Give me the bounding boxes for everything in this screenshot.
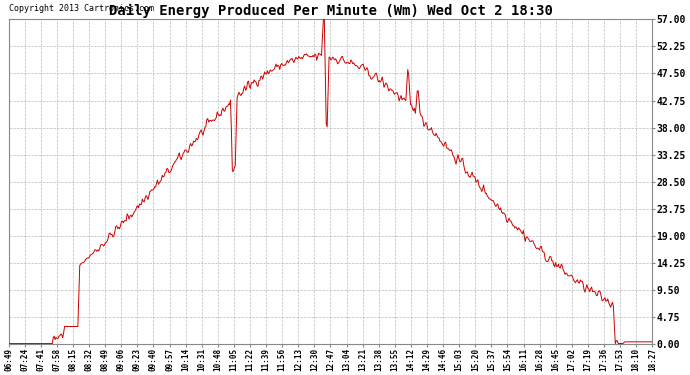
Title: Daily Energy Produced Per Minute (Wm) Wed Oct 2 18:30: Daily Energy Produced Per Minute (Wm) We…	[108, 4, 553, 18]
Text: Copyright 2013 Cartronics.com: Copyright 2013 Cartronics.com	[9, 4, 154, 13]
